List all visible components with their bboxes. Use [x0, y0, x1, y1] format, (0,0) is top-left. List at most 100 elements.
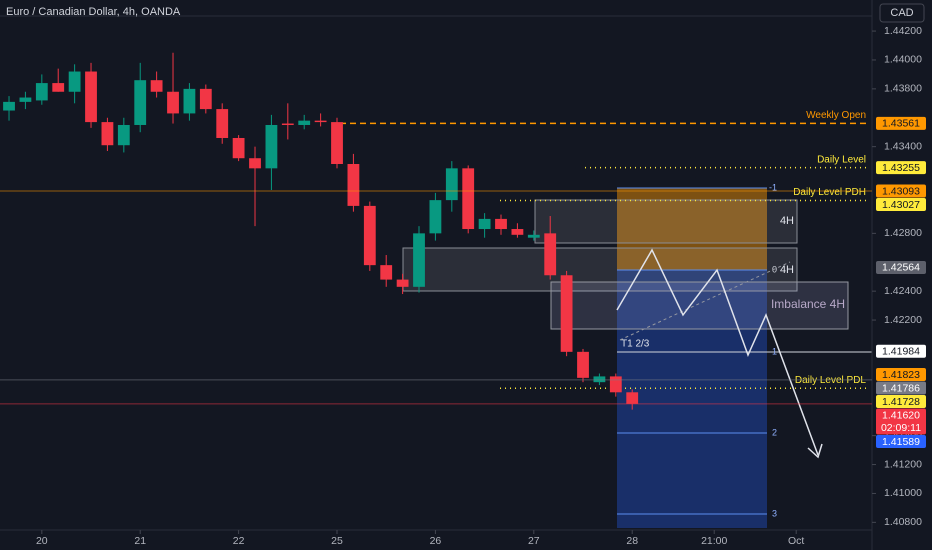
price-tag: [876, 344, 926, 358]
projection-dashed: [619, 261, 791, 341]
price-tag: [876, 381, 926, 395]
risk-zone: [617, 188, 767, 270]
candle-body: [298, 120, 311, 125]
price-tag-label: 1.41984: [882, 346, 920, 358]
price-tag-label: 1.41589: [882, 436, 920, 448]
projection-path: [616, 248, 819, 456]
arrow-head: [807, 443, 823, 459]
price-tag: [876, 116, 926, 130]
level-label: Weekly Open: [806, 110, 866, 121]
y-tick-label: 1.43800: [884, 83, 922, 95]
target-label: T1 2/3: [621, 339, 650, 350]
candle-body: [3, 101, 15, 111]
fib-label: 2: [772, 427, 777, 437]
x-tick-label: 26: [430, 535, 442, 547]
x-tick-label: 28: [626, 535, 638, 547]
zone-label: 4H: [780, 215, 794, 227]
fib-label: 1: [772, 346, 777, 356]
candle-body: [117, 124, 130, 146]
x-tick-label: 22: [233, 535, 245, 547]
candle-body: [593, 376, 606, 383]
zone-label: 4H: [780, 264, 794, 276]
price-tag: [876, 198, 926, 212]
fib-label: -1: [769, 182, 777, 192]
candle-body: [85, 71, 97, 123]
x-tick-label: Oct: [788, 535, 804, 547]
x-tick-label: 21:00: [701, 535, 727, 547]
price-tag-label: 1.43027: [882, 199, 920, 211]
candle-body: [150, 80, 163, 92]
currency-box: [879, 3, 925, 23]
currency: CAD: [890, 7, 913, 19]
candle-body: [380, 265, 393, 280]
y-tick-label: 1.42200: [884, 314, 922, 326]
candle-body: [445, 168, 458, 201]
candle-body: [52, 83, 65, 92]
candle-body: [413, 233, 425, 287]
price-tag: [876, 435, 926, 449]
y-tick-label: 1.44000: [884, 54, 922, 66]
x-tick-label: 20: [36, 535, 48, 547]
candle-body: [560, 275, 573, 352]
y-tick-label: 1.44200: [884, 25, 922, 37]
candle-body: [265, 124, 278, 169]
price-tag-label: 1.43093: [882, 185, 920, 197]
candle-body: [478, 218, 491, 230]
candle-body: [199, 88, 212, 110]
profit-zone: [617, 270, 767, 528]
y-tick-label: 1.40800: [884, 516, 922, 528]
imbalance-box: [550, 281, 849, 330]
candle-body: [167, 91, 179, 114]
candle-body: [626, 392, 639, 404]
candle-body: [347, 163, 360, 206]
price-tag-label: 1.42564: [882, 262, 920, 274]
candle-body: [19, 97, 32, 102]
price-tag: [876, 395, 926, 409]
level-label: Daily Level PDL: [795, 375, 867, 386]
candle-body: [68, 71, 81, 92]
candle-body: [429, 200, 442, 234]
imbalance-label: Imbalance 4H: [771, 297, 845, 311]
candle-body: [35, 83, 48, 101]
y-tick-label: 1.41000: [884, 487, 922, 499]
x-tick-label: 25: [331, 535, 343, 547]
candle-body: [183, 88, 196, 114]
price-tag: [876, 184, 926, 198]
candle-body: [134, 80, 147, 125]
candle-body: [495, 218, 507, 230]
price-countdown: 02:09:11: [881, 422, 921, 434]
price-tag-label: 1.43561: [882, 118, 920, 130]
price-tag-label: 1.41620: [882, 409, 920, 421]
candle-body: [396, 279, 409, 287]
candle-body: [331, 122, 343, 164]
price-tag-label: 1.41728: [882, 396, 920, 408]
x-tick-label: 27: [528, 535, 540, 547]
candle-body: [609, 376, 622, 393]
y-tick-label: 1.42800: [884, 227, 922, 239]
level-label: Daily Level: [817, 154, 866, 165]
level-label: Daily Level PDH: [793, 187, 866, 198]
candle-body: [232, 137, 245, 159]
candle-body: [462, 168, 475, 230]
y-tick-label: 1.43400: [884, 140, 922, 152]
price-tag-label: 1.41823: [882, 369, 920, 381]
chart-title: Euro / Canadian Dollar, 4h, OANDA: [6, 6, 181, 18]
candle-body: [544, 233, 557, 276]
candle-body: [249, 158, 261, 169]
y-tick-label: 1.41200: [884, 458, 922, 470]
candle-body: [363, 205, 376, 266]
price-tag: [876, 408, 926, 435]
x-tick-label: 21: [134, 535, 146, 547]
candle-body: [577, 351, 589, 378]
candle-body: [511, 229, 524, 235]
price-tag: [876, 260, 926, 274]
price-tag: [876, 368, 926, 382]
fib-label: 3: [772, 508, 777, 518]
candle-body: [101, 122, 114, 146]
candle-body: [527, 234, 540, 238]
fib-lines: [617, 187, 767, 515]
candle-body: [314, 120, 327, 123]
zone-box: [534, 199, 798, 244]
